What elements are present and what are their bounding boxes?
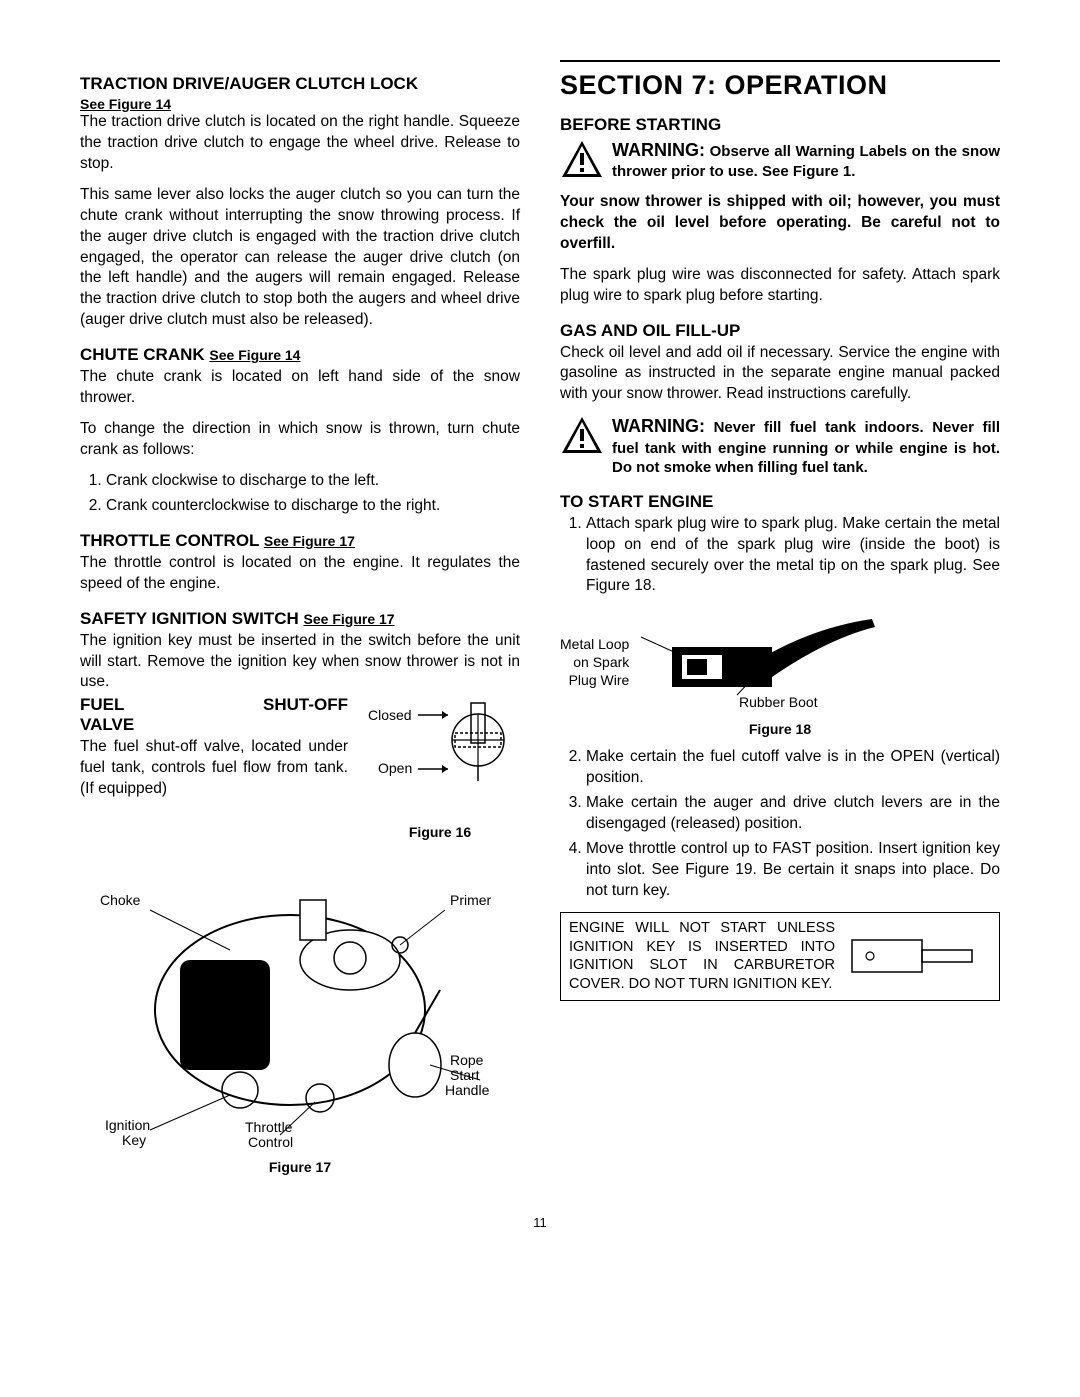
section-title: SECTION 7: OPERATION (560, 60, 1000, 101)
ref-fig14a: See Figure 14 (80, 96, 520, 112)
text-spark-plug: The spark plug wire was disconnected for… (560, 265, 1000, 307)
fig16-caption: Figure 16 (360, 824, 520, 840)
heading-chute: CHUTE CRANK See Figure 14 (80, 345, 520, 365)
svg-text:Ignition: Ignition (105, 1117, 150, 1133)
svg-text:Primer: Primer (450, 892, 492, 908)
fig18-caption: Figure 18 (560, 721, 1000, 737)
fig16-closed-label: Closed (368, 707, 412, 723)
text-gas-oil: Check oil level and add oil if necessary… (560, 343, 1000, 406)
start-item-2: Make certain the fuel cutoff valve is in… (586, 747, 1000, 789)
warning-1: WARNING: Observe all Warning Labels on t… (612, 139, 1000, 182)
text-traction-2: This same lever also locks the auger clu… (80, 185, 520, 331)
figure-17: Choke Primer Rope Start Handle Ignition … (80, 850, 520, 1175)
start-item-3: Make certain the auger and drive clutch … (586, 793, 1000, 835)
text-chute-2: To change the direction in which snow is… (80, 419, 520, 461)
svg-text:Throttle: Throttle (245, 1119, 293, 1135)
heading-start-engine: TO START ENGINE (560, 492, 1000, 512)
fig16-open-label: Open (378, 760, 412, 776)
crank-item-2: Crank counterclockwise to discharge to t… (106, 496, 520, 517)
heading-fuel-valve: FUELSHUT-OFF (80, 695, 348, 715)
svg-text:Start: Start (450, 1067, 480, 1083)
text-chute-1: The chute crank is located on left hand … (80, 367, 520, 409)
left-column: TRACTION DRIVE/AUGER CLUTCH LOCK See Fig… (80, 60, 520, 1185)
start-item-1: Attach spark plug wire to spark plug. Ma… (586, 514, 1000, 598)
ignition-key-note: ENGINE WILL NOT START UNLESS IGNITION KE… (560, 912, 1000, 1001)
start-list: Attach spark plug wire to spark plug. Ma… (560, 514, 1000, 598)
crank-item-1: Crank clockwise to discharge to the left… (106, 471, 520, 492)
fig17-caption: Figure 17 (80, 1159, 520, 1175)
figure-16: Closed Open Figure 16 (360, 695, 520, 850)
start-list-cont: Make certain the fuel cutoff valve is in… (560, 747, 1000, 901)
text-fuel: The fuel shut-off valve, located under f… (80, 737, 348, 800)
text-oil-shipped: Your snow thrower is shipped with oil; h… (560, 192, 1000, 255)
warning-icon (560, 415, 604, 455)
svg-text:Rubber Boot: Rubber Boot (739, 694, 818, 710)
heading-before-starting: BEFORE STARTING (560, 115, 1000, 135)
warning-icon (560, 139, 604, 179)
right-column: SECTION 7: OPERATION BEFORE STARTING WAR… (560, 60, 1000, 1185)
text-throttle: The throttle control is located on the e… (80, 553, 520, 595)
text-traction-1: The traction drive clutch is located on … (80, 112, 520, 175)
svg-text:Rope: Rope (450, 1052, 484, 1068)
svg-text:Handle: Handle (445, 1082, 490, 1098)
page-number: 11 (80, 1215, 1000, 1230)
heading-traction: TRACTION DRIVE/AUGER CLUTCH LOCK (80, 74, 520, 94)
key-icon (846, 926, 986, 986)
svg-text:Control: Control (248, 1134, 293, 1150)
text-safety: The ignition key must be inserted in the… (80, 631, 520, 694)
heading-gas-oil: GAS AND OIL FILL-UP (560, 321, 1000, 341)
warning-2: WARNING: Never fill fuel tank indoors. N… (612, 415, 1000, 477)
crank-list: Crank clockwise to discharge to the left… (80, 471, 520, 517)
figure-18: Metal Loopon SparkPlug Wire Rubber Boot (560, 607, 1000, 717)
heading-throttle: THROTTLE CONTROL See Figure 17 (80, 531, 520, 551)
svg-text:Key: Key (122, 1132, 146, 1148)
start-item-4: Move throttle control up to FAST positio… (586, 839, 1000, 902)
svg-text:Choke: Choke (100, 892, 141, 908)
heading-safety: SAFETY IGNITION SWITCH See Figure 17 (80, 609, 520, 629)
heading-fuel-valve2: VALVE (80, 715, 348, 735)
